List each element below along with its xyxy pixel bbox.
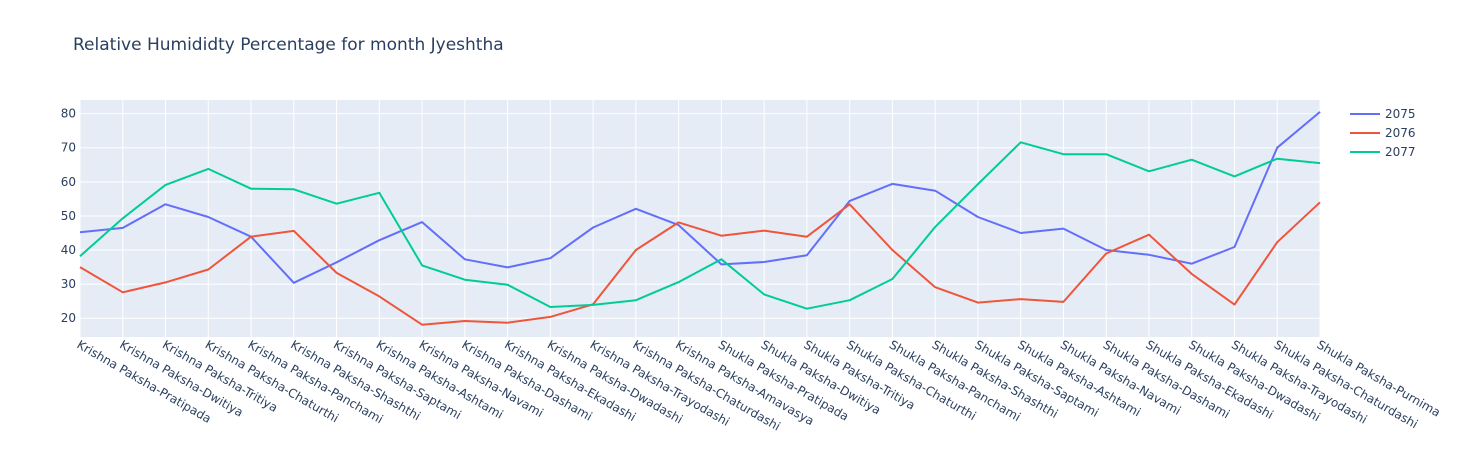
legend-label: 2077	[1385, 145, 1416, 159]
legend-label: 2075	[1385, 107, 1416, 121]
y-tick-label: 80	[61, 107, 76, 121]
grid-lines	[79, 100, 1321, 337]
legend[interactable]: 2075 2076 2077	[1350, 107, 1416, 159]
series-line-2077	[79, 141, 1321, 310]
y-tick-label: 70	[61, 141, 76, 155]
y-tick-label: 50	[61, 209, 76, 223]
series-lines	[79, 111, 1321, 326]
plot-area	[80, 100, 1320, 337]
series-line-2076	[79, 201, 1321, 326]
legend-item-2077[interactable]: 2077	[1350, 145, 1416, 159]
legend-item-2075[interactable]: 2075	[1350, 107, 1416, 121]
y-axis-ticks: 20 30 40 50 60 70 80	[61, 107, 76, 326]
chart-title: Relative Humididty Percentage for month …	[73, 35, 504, 55]
legend-item-2076[interactable]: 2076	[1350, 126, 1416, 140]
y-tick-label: 40	[61, 243, 76, 257]
y-tick-label: 30	[61, 277, 76, 291]
y-tick-label: 20	[61, 311, 76, 325]
legend-label: 2076	[1385, 126, 1416, 140]
y-tick-label: 60	[61, 175, 76, 189]
